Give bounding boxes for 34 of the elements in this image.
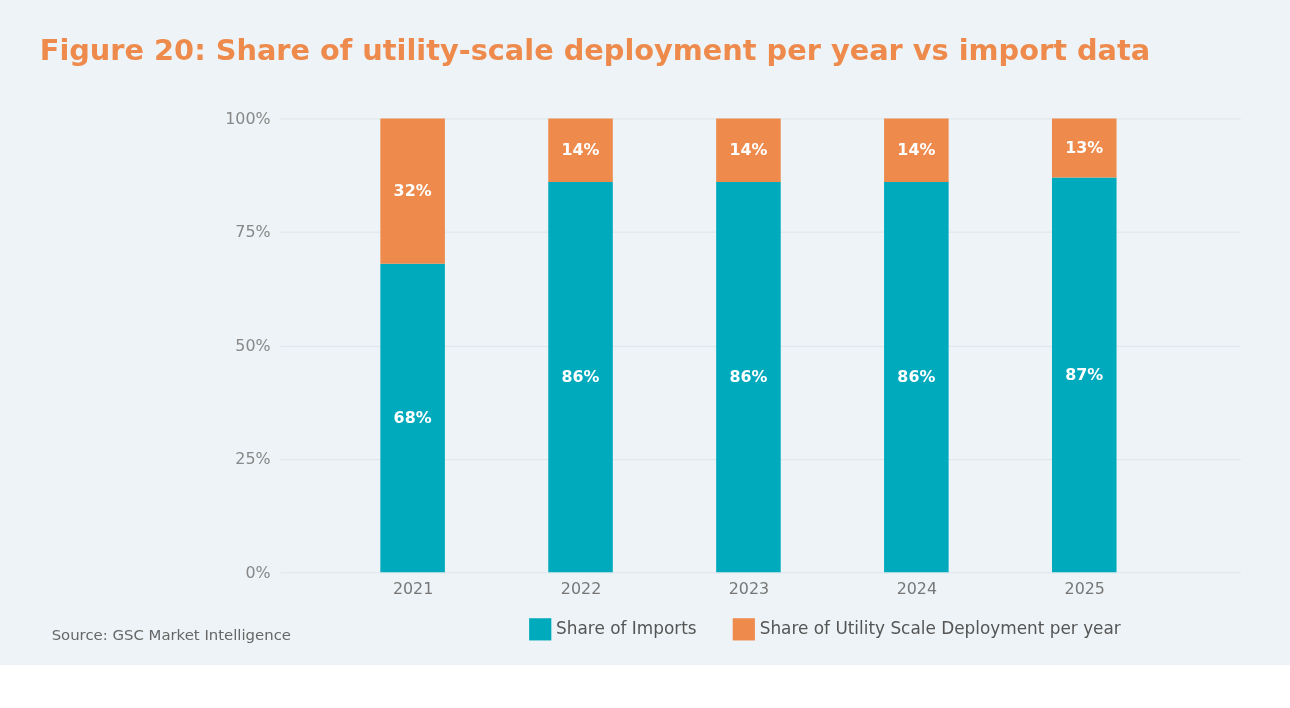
data-label: 86% [561, 367, 600, 387]
data-label: 87% [1065, 364, 1104, 384]
bar [716, 118, 781, 183]
data-label: 13% [1065, 137, 1104, 157]
bar [884, 118, 949, 183]
y-tick-label: 50% [235, 335, 271, 355]
bar [548, 118, 613, 183]
x-tick-label: 2023 [728, 578, 770, 598]
legend-label: Share of Utility Scale Deployment per year [759, 618, 1121, 639]
x-tick-label: 2025 [1064, 578, 1105, 598]
x-tick-label: 2021 [392, 578, 434, 598]
data-label: 14% [897, 140, 936, 160]
y-tick-label: 75% [235, 222, 271, 242]
bar [1051, 118, 1117, 178]
bar [884, 182, 949, 573]
legend-label: Share of Imports [556, 618, 697, 639]
source-note: Source: GSC Market Intelligence [51, 625, 291, 644]
y-tick-label: 100% [225, 108, 271, 128]
x-tick-label: 2024 [896, 578, 938, 598]
data-label: 14% [729, 140, 768, 160]
data-label: 14% [561, 140, 600, 160]
data-label: 68% [393, 407, 432, 427]
bar [716, 182, 781, 573]
y-tick-label: 0% [245, 562, 271, 582]
bar [380, 118, 445, 264]
y-tick-label: 25% [235, 449, 271, 469]
data-label: 86% [897, 367, 936, 387]
chart-title: Figure 20: Share of utility-scale deployment per year vs import data [39, 32, 1151, 67]
bar [380, 263, 445, 573]
data-label: 86% [729, 367, 768, 387]
x-tick-label: 2022 [560, 578, 602, 598]
bar [1051, 177, 1117, 573]
data-label: 32% [393, 181, 432, 201]
bar [548, 182, 613, 573]
